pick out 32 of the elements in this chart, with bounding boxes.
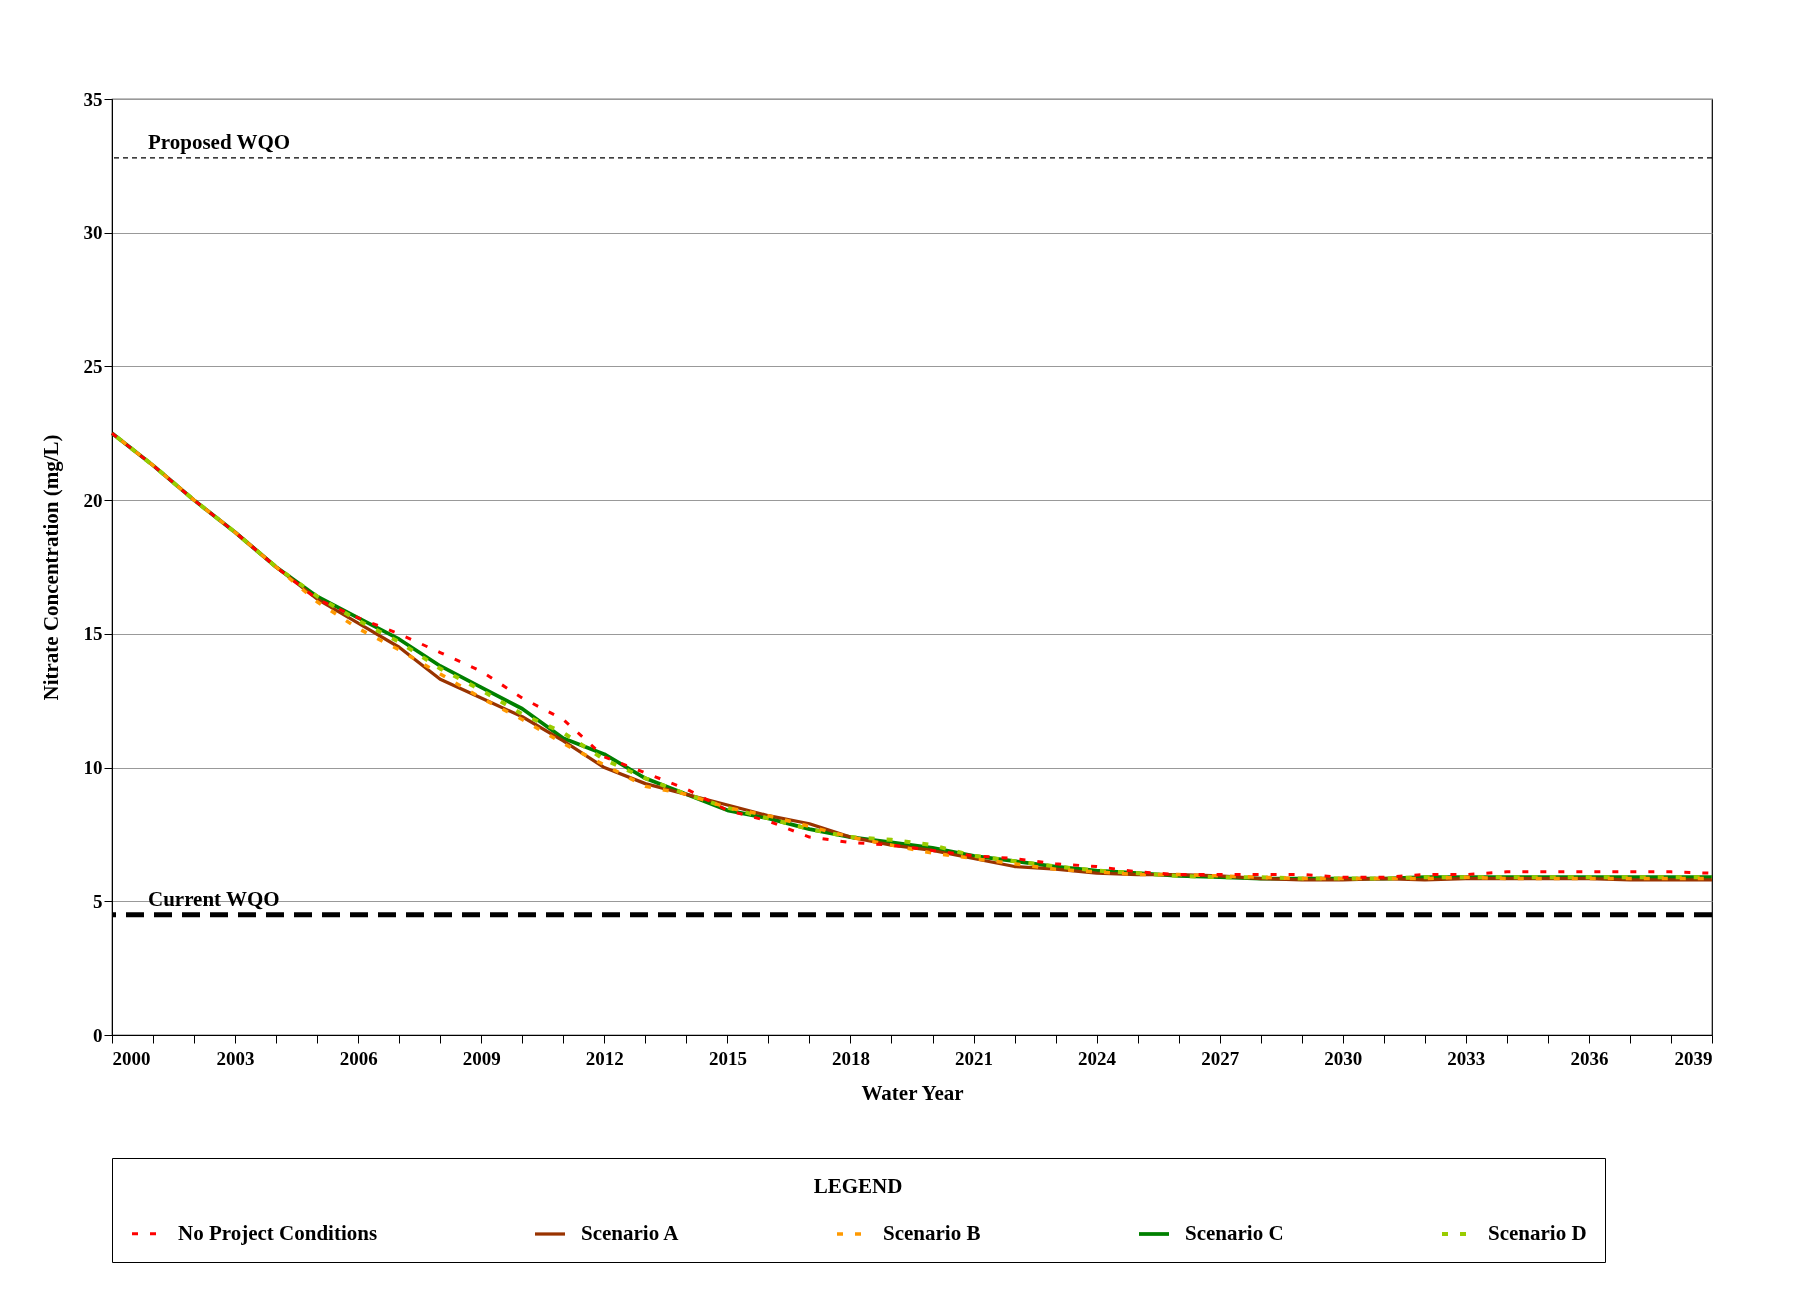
- legend-title: LEGEND: [813, 1174, 903, 1198]
- y-tick-label: 15: [83, 623, 103, 645]
- legend-label: No Project Conditions: [178, 1220, 378, 1245]
- x-tick-label: 2012: [585, 1047, 624, 1069]
- y-tick-label: 10: [83, 757, 103, 779]
- ref-line-label: Proposed WQO: [148, 129, 291, 154]
- x-tick-label: 2018: [831, 1047, 870, 1069]
- y-tick-label: 20: [83, 489, 103, 511]
- x-tick-label: 2000: [112, 1047, 151, 1069]
- legend-label: Scenario D: [1488, 1221, 1587, 1245]
- x-tick-label: 2027: [1201, 1047, 1240, 1069]
- ref-line-label: Current WQO: [148, 886, 280, 911]
- x-tick-label: 2039: [1674, 1047, 1713, 1069]
- legend-label: Scenario A: [581, 1221, 680, 1245]
- y-tick-label: 30: [83, 222, 103, 244]
- x-tick-label: 2003: [216, 1047, 255, 1069]
- x-tick-label: 2015: [708, 1047, 747, 1069]
- legend-label: Scenario C: [1185, 1221, 1284, 1245]
- x-tick-label: 2009: [462, 1047, 501, 1069]
- x-tick-label: 2030: [1324, 1047, 1363, 1069]
- y-tick-label: 5: [93, 890, 103, 912]
- x-tick-label: 2024: [1078, 1047, 1117, 1069]
- x-axis-title: Water Year: [861, 1080, 964, 1105]
- x-tick-label: 2021: [955, 1047, 994, 1069]
- x-tick-label: 2036: [1570, 1047, 1609, 1069]
- y-axis-title: Nitrate Concentration (mg/L): [38, 434, 63, 701]
- y-tick-label: 35: [83, 88, 103, 110]
- y-tick-label: 0: [93, 1024, 103, 1046]
- y-tick-label: 25: [83, 355, 103, 377]
- legend-label: Scenario B: [883, 1221, 981, 1245]
- x-tick-label: 2033: [1447, 1047, 1486, 1069]
- x-tick-label: 2006: [339, 1047, 378, 1069]
